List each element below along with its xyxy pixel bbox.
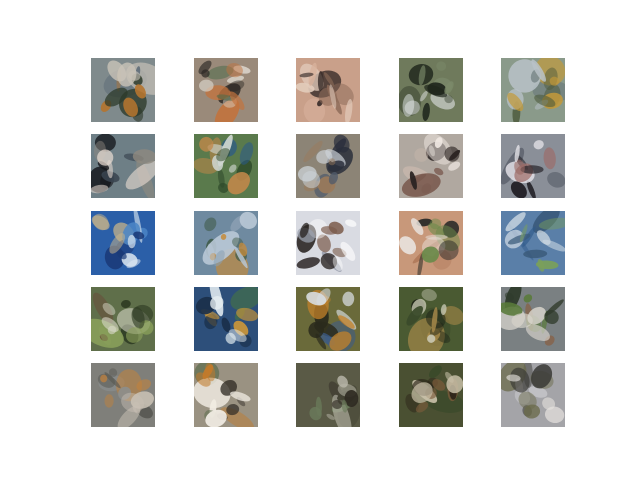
generated-image-tile	[194, 58, 258, 122]
tile-image	[91, 211, 155, 275]
generated-image-tile	[91, 134, 155, 198]
generated-image-tile	[194, 211, 258, 275]
generated-image-tile	[296, 58, 360, 122]
generated-image-tile	[296, 287, 360, 351]
generated-image-tile	[194, 287, 258, 351]
generated-image-tile	[501, 58, 565, 122]
tile-image	[296, 134, 360, 198]
generated-image-tile	[91, 363, 155, 427]
tile-image	[399, 287, 463, 351]
tile-image	[91, 363, 155, 427]
tile-image	[296, 287, 360, 351]
tile-image	[399, 58, 463, 122]
tile-image	[194, 58, 258, 122]
tile-image	[399, 363, 463, 427]
generated-image-tile	[296, 134, 360, 198]
tile-image	[501, 134, 565, 198]
tile-image	[296, 58, 360, 122]
tile-image	[399, 134, 463, 198]
tile-image	[296, 211, 360, 275]
tile-image	[501, 363, 565, 427]
tile-image	[91, 134, 155, 198]
generated-image-tile	[399, 134, 463, 198]
tile-image	[501, 211, 565, 275]
generated-image-tile	[91, 58, 155, 122]
generated-image-tile	[399, 58, 463, 122]
tile-image	[501, 58, 565, 122]
generated-image-tile	[296, 211, 360, 275]
generated-image-tile	[399, 363, 463, 427]
generated-image-tile	[91, 287, 155, 351]
generated-image-tile	[501, 211, 565, 275]
generated-image-tile	[399, 287, 463, 351]
tile-blob	[100, 375, 107, 383]
tile-image	[296, 363, 360, 427]
generated-image-tile	[91, 211, 155, 275]
generated-image-tile	[194, 134, 258, 198]
tile-image	[501, 287, 565, 351]
tile-image	[194, 287, 258, 351]
generated-image-tile	[194, 363, 258, 427]
generated-image-tile	[501, 363, 565, 427]
generated-image-tile	[501, 134, 565, 198]
generated-image-tile	[399, 211, 463, 275]
tile-image	[194, 134, 258, 198]
tile-image	[91, 58, 155, 122]
tile-image	[91, 287, 155, 351]
generated-image-tile	[296, 363, 360, 427]
tile-image	[399, 211, 463, 275]
tile-image	[194, 363, 258, 427]
generated-image-tile	[501, 287, 565, 351]
tile-image	[194, 211, 258, 275]
